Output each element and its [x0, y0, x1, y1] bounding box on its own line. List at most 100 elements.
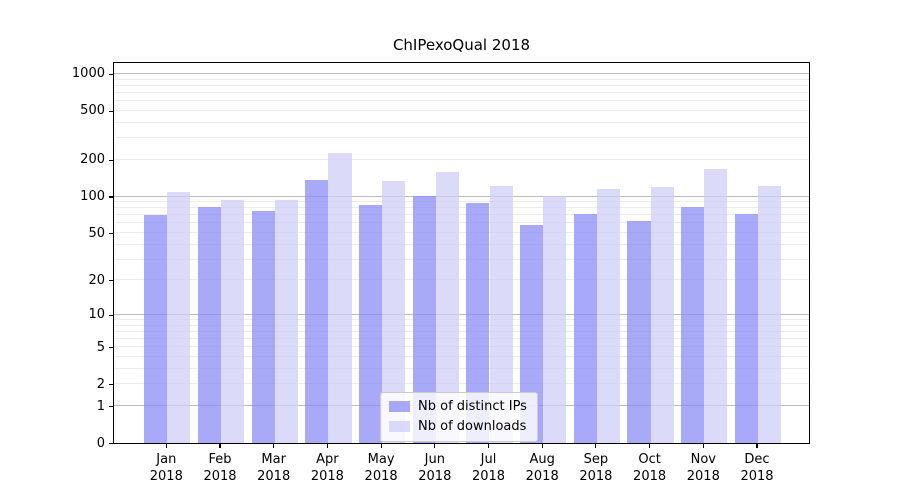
x-tick-label-apr: Apr 2018: [295, 451, 359, 485]
y-tick-mark: [109, 314, 113, 316]
x-tick-label-aug: Aug 2018: [510, 451, 574, 485]
x-tick-label-nov: Nov 2018: [671, 451, 735, 485]
y-tick-mark: [109, 110, 113, 112]
minor-gridline: [114, 100, 809, 102]
minor-gridline: [114, 84, 809, 86]
x-tick-mark: [649, 444, 651, 448]
x-tick-mark: [756, 444, 758, 448]
x-tick-month: Jul: [480, 452, 497, 467]
x-tick-mark: [165, 444, 167, 448]
bar-distinct-ips-oct: [627, 220, 651, 443]
x-tick-year: 2018: [579, 469, 613, 484]
x-tick-year: 2018: [525, 469, 559, 484]
minor-gridline: [114, 338, 809, 340]
x-tick-label-jan: Jan 2018: [134, 451, 198, 485]
minor-gridline: [114, 367, 809, 369]
y-tick-label: 1: [96, 398, 105, 414]
x-tick-label-feb: Feb 2018: [188, 451, 252, 485]
y-tick-label: 200: [80, 152, 105, 168]
y-tick-label: 5: [96, 339, 105, 355]
minor-gridline: [114, 201, 809, 202]
major-gridline: [114, 72, 809, 74]
x-tick-month: Sep: [583, 452, 609, 467]
legend-swatch-distinct-ips: [389, 401, 410, 412]
x-tick-mark: [219, 444, 221, 448]
minor-gridline: [114, 78, 809, 80]
minor-gridline: [114, 214, 809, 216]
x-tick-year: 2018: [471, 469, 506, 484]
chart-title: ChIPexoQual 2018: [392, 36, 531, 54]
y-tick-mark: [109, 232, 113, 235]
x-tick-year: 2018: [740, 469, 774, 484]
bar-downloads-nov: [704, 168, 728, 443]
y-tick-label: 0: [96, 435, 105, 451]
bar-downloads-apr: [328, 153, 352, 443]
minor-gridline: [114, 279, 809, 281]
y-tick-mark: [109, 196, 113, 198]
bar-downloads-mar: [274, 200, 298, 443]
bar-distinct-ips-may: [358, 205, 383, 443]
bar-downloads-may: [382, 181, 406, 443]
minor-gridline: [114, 356, 809, 357]
bar-distinct-ips-sep: [573, 213, 597, 443]
minor-gridline: [114, 137, 809, 139]
y-tick-mark: [109, 347, 113, 349]
x-tick-mark: [541, 444, 543, 448]
y-tick-label: 500: [80, 103, 105, 119]
x-tick-mark: [326, 444, 328, 448]
bar-downloads-jul: [489, 185, 513, 443]
bar-downloads-jan: [167, 192, 191, 443]
minor-gridline: [114, 243, 809, 245]
x-tick-label-dec: Dec 2018: [725, 451, 789, 485]
minor-gridline: [114, 109, 809, 111]
major-gridline: [114, 195, 809, 197]
bar-downloads-aug: [543, 195, 567, 443]
y-tick-label: 1000: [71, 66, 105, 82]
minor-gridline: [114, 222, 809, 224]
y-tick-mark: [109, 159, 113, 161]
x-tick-month: Feb: [208, 452, 232, 467]
bar-distinct-ips-aug: [520, 225, 544, 443]
minor-gridline: [114, 319, 809, 320]
minor-gridline: [114, 324, 809, 326]
y-tick-label: 100: [80, 189, 105, 204]
y-tick-label: 50: [88, 225, 105, 241]
y-tick-mark: [109, 384, 113, 386]
bar-distinct-ips-jan: [144, 214, 168, 443]
legend-label: Nb of downloads: [418, 419, 527, 434]
x-tick-year: 2018: [418, 469, 452, 484]
x-tick-label-jun: Jun 2018: [403, 451, 467, 485]
bar-downloads-feb: [221, 199, 245, 443]
bar-distinct-ips-nov: [681, 207, 705, 443]
bar-distinct-ips-apr: [305, 179, 329, 443]
x-tick-year: 2018: [686, 469, 720, 484]
y-tick-mark: [109, 280, 113, 282]
minor-gridline: [114, 346, 809, 348]
bar-distinct-ips-feb: [197, 207, 221, 443]
bar-downloads-dec: [758, 186, 782, 443]
x-tick-year: 2018: [149, 469, 183, 484]
x-tick-mark: [702, 444, 704, 448]
x-tick-month: Dec: [744, 452, 770, 467]
x-tick-month: Nov: [690, 452, 716, 467]
minor-gridline: [114, 383, 809, 385]
x-tick-mark: [273, 444, 275, 448]
y-tick-mark: [109, 73, 113, 75]
y-tick-label: 10: [88, 307, 105, 323]
bar-distinct-ips-jun: [412, 195, 436, 443]
y-tick-mark: [109, 405, 113, 408]
minor-gridline: [114, 121, 809, 123]
x-tick-mark: [434, 444, 436, 448]
x-tick-month: May: [367, 452, 395, 467]
bar-distinct-ips-jul: [466, 202, 490, 443]
bar-downloads-oct: [650, 187, 674, 443]
minor-gridline: [114, 92, 809, 93]
plot-area: [113, 62, 810, 444]
minor-gridline: [114, 158, 809, 160]
y-tick-label: 20: [88, 272, 105, 288]
x-tick-label-may: May 2018: [349, 451, 413, 485]
x-tick-year: 2018: [310, 469, 344, 484]
major-gridline: [114, 313, 809, 315]
x-tick-label-jul: Jul 2018: [457, 451, 521, 485]
